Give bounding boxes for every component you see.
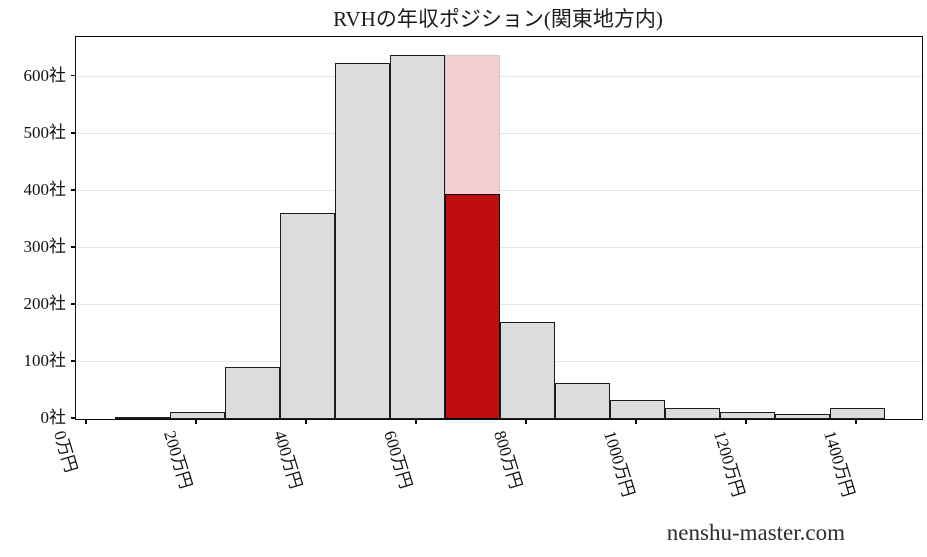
watermark: nenshu-master.com bbox=[666, 520, 845, 545]
histogram-bar-1200 bbox=[719, 412, 775, 419]
y-tick-0 bbox=[70, 417, 76, 419]
histogram-bar-300 bbox=[224, 366, 280, 419]
x-tick-label-400: 400万円 bbox=[270, 428, 306, 491]
histogram-bar-highlight-700 bbox=[444, 194, 500, 419]
y-tick-300 bbox=[70, 246, 76, 248]
y-tick-label-200: 200社 bbox=[23, 293, 67, 313]
x-tick-400 bbox=[305, 419, 307, 424]
y-tick-600 bbox=[70, 75, 76, 77]
x-tick-label-1400: 1400万円 bbox=[820, 428, 859, 500]
x-tick-label-1000: 1000万円 bbox=[600, 428, 639, 500]
y-tick-200 bbox=[70, 303, 76, 305]
chart-title: RVHの年収ポジション(関東地方内) bbox=[333, 7, 663, 31]
x-tick-1400 bbox=[855, 419, 857, 424]
x-tick-label-200: 200万円 bbox=[160, 428, 196, 491]
histogram-bar-1100 bbox=[664, 408, 720, 419]
x-tick-label-800: 800万円 bbox=[490, 428, 526, 491]
histogram-bar-1400 bbox=[829, 407, 885, 419]
x-tick-label-600: 600万円 bbox=[380, 428, 416, 491]
y-tick-label-100: 100社 bbox=[23, 350, 67, 370]
histogram-bar-400 bbox=[279, 213, 335, 419]
y-tick-400 bbox=[70, 189, 76, 191]
x-tick-600 bbox=[415, 419, 417, 424]
y-tick-label-0: 0社 bbox=[40, 408, 67, 427]
histogram-bar-900 bbox=[554, 382, 610, 419]
histogram-bar-600 bbox=[389, 55, 445, 419]
x-tick-1200 bbox=[745, 419, 747, 424]
histogram-bar-1000 bbox=[609, 399, 665, 419]
plot-area bbox=[75, 36, 923, 420]
histogram-bar-1300 bbox=[774, 413, 830, 419]
x-tick-200 bbox=[195, 419, 197, 424]
y-tick-label-400: 400社 bbox=[23, 179, 67, 199]
histogram-bar-500 bbox=[334, 62, 390, 419]
x-tick-label-0: 0万円 bbox=[50, 428, 81, 475]
y-tick-label-300: 300社 bbox=[23, 236, 67, 256]
y-tick-label-600: 600社 bbox=[23, 65, 67, 85]
x-tick-0 bbox=[85, 419, 87, 424]
histogram-bar-100 bbox=[114, 417, 170, 419]
histogram-bar-800 bbox=[499, 322, 555, 419]
y-tick-100 bbox=[70, 360, 76, 362]
y-tick-500 bbox=[70, 132, 76, 134]
x-tick-1000 bbox=[635, 419, 637, 424]
x-tick-label-1200: 1200万円 bbox=[710, 428, 749, 500]
x-tick-800 bbox=[525, 419, 527, 424]
y-tick-label-500: 500社 bbox=[23, 122, 67, 142]
histogram-bar-200 bbox=[169, 411, 225, 419]
